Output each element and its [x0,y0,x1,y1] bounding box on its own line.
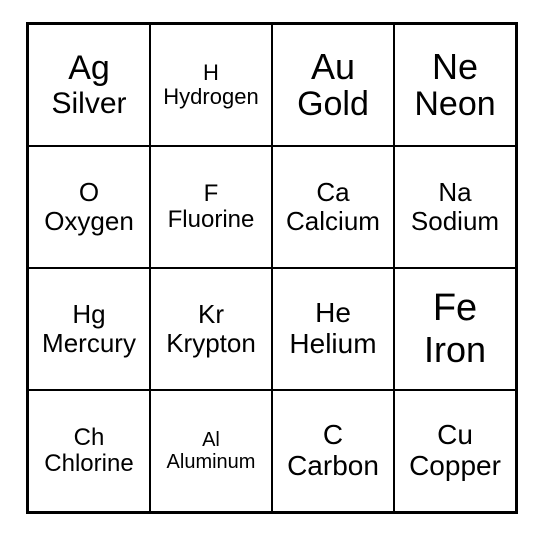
element-symbol: F [204,181,219,207]
cell-c: C Carbon [272,390,394,512]
cell-ch: Ch Chlorine [28,390,150,512]
cell-hg: Hg Mercury [28,268,150,390]
element-symbol: Ag [68,50,110,87]
element-symbol: Ca [316,178,349,207]
cell-kr: Kr Krypton [150,268,272,390]
cell-fe: Fe Iron [394,268,516,390]
element-symbol: Hg [72,300,105,329]
element-name: Fluorine [168,207,255,233]
element-name: Copper [409,451,501,482]
cell-cu: Cu Copper [394,390,516,512]
element-symbol: Cu [437,420,473,451]
element-symbol: C [323,420,343,451]
element-name: Mercury [42,329,136,358]
element-symbol: Fe [433,288,477,330]
element-symbol: Ne [432,47,478,87]
cell-au: Au Gold [272,24,394,146]
element-name: Aluminum [167,451,256,473]
cell-na: Na Sodium [394,146,516,268]
element-symbol: He [315,298,351,329]
element-name: Oxygen [44,207,134,236]
element-name: Iron [424,330,486,370]
element-name: Carbon [287,451,379,482]
element-name: Helium [289,329,376,360]
cell-h: H Hydrogen [150,24,272,146]
cell-ag: Ag Silver [28,24,150,146]
element-symbol: Kr [198,300,224,329]
cell-he: He Helium [272,268,394,390]
element-symbol: Na [438,178,471,207]
element-name: Calcium [286,207,380,236]
cell-o: O Oxygen [28,146,150,268]
element-name: Hydrogen [163,85,258,109]
element-symbol: Au [311,47,355,87]
element-name: Chlorine [44,451,133,477]
element-name: Gold [297,86,369,123]
cell-f: F Fluorine [150,146,272,268]
element-symbol: Al [202,429,220,451]
element-name: Neon [414,86,495,123]
element-name: Silver [51,87,126,120]
element-symbol: H [203,61,219,85]
cell-ne: Ne Neon [394,24,516,146]
cell-ca: Ca Calcium [272,146,394,268]
element-symbol: O [79,178,99,207]
cell-al: Al Aluminum [150,390,272,512]
element-name: Sodium [411,207,499,236]
element-name: Krypton [166,329,256,358]
element-symbol: Ch [74,425,105,451]
element-grid: Ag Silver H Hydrogen Au Gold Ne Neon O O… [26,22,518,514]
